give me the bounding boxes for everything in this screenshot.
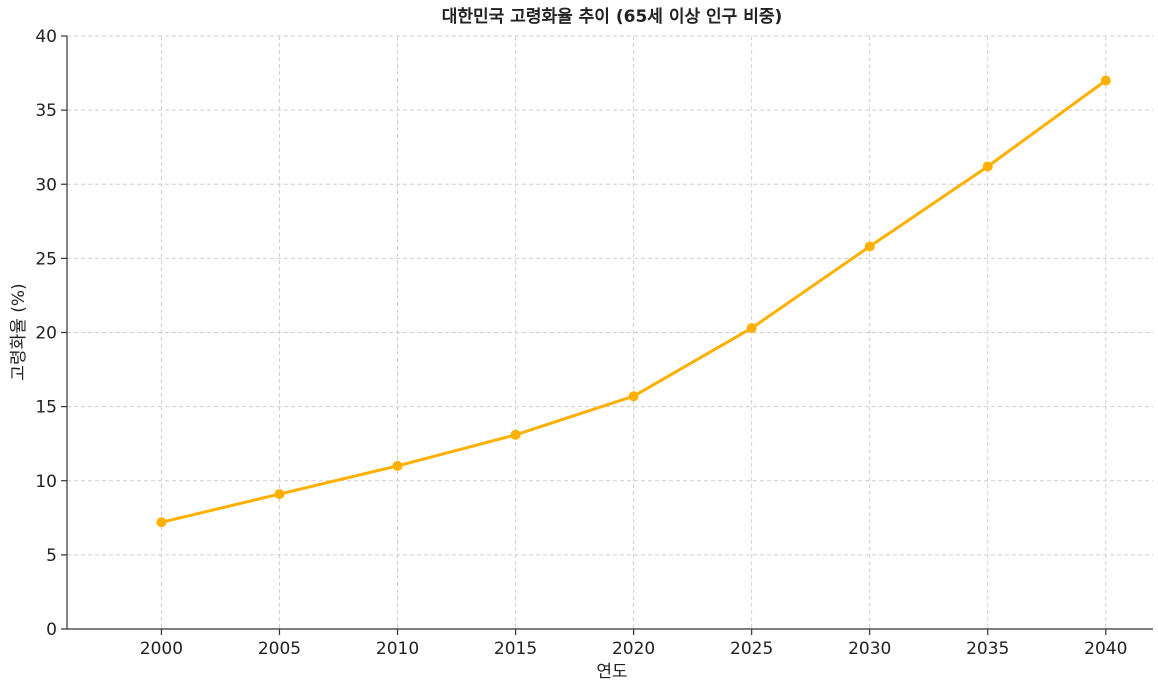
x-axis-ticks: 2000 2005 2010 2015 2020 2025 2030 2035 2040	[140, 629, 1127, 659]
data-points	[156, 75, 1111, 528]
y-tick-label: 15	[35, 398, 57, 418]
x-tick-label: 2025	[730, 639, 773, 659]
x-tick-label: 2020	[612, 639, 655, 659]
data-point	[746, 323, 757, 334]
data-point	[1100, 75, 1111, 86]
x-tick-label: 2040	[1084, 639, 1127, 659]
y-tick-label: 35	[35, 101, 57, 121]
chart-title: 대한민국 고령화율 추이 (65세 이상 인구 비중)	[442, 6, 783, 27]
data-point	[864, 241, 875, 252]
y-tick-label: 20	[35, 324, 57, 344]
data-point	[392, 460, 403, 471]
y-tick-label: 30	[35, 175, 57, 195]
y-tick-label: 10	[35, 472, 57, 492]
x-tick-label: 2035	[966, 639, 1009, 659]
x-axis-label: 연도	[596, 662, 627, 682]
y-tick-label: 40	[35, 27, 57, 47]
y-tick-label: 0	[46, 620, 57, 640]
x-tick-label: 2000	[140, 639, 183, 659]
x-tick-label: 2015	[494, 639, 537, 659]
y-axis-ticks: 0 5 10 15 20 25 30 35 40	[35, 27, 67, 640]
data-point	[274, 489, 285, 500]
data-point	[982, 161, 993, 172]
x-tick-label: 2030	[848, 639, 891, 659]
grid	[67, 35, 1153, 630]
data-point	[628, 391, 639, 402]
y-tick-label: 25	[35, 249, 57, 269]
axes-frame	[66, 36, 1153, 630]
x-tick-label: 2010	[376, 639, 419, 659]
data-point	[156, 517, 167, 528]
data-point	[510, 429, 521, 440]
y-tick-label: 5	[46, 546, 57, 566]
y-axis-label: 고령화율 (%)	[9, 283, 29, 380]
x-tick-label: 2005	[258, 639, 301, 659]
